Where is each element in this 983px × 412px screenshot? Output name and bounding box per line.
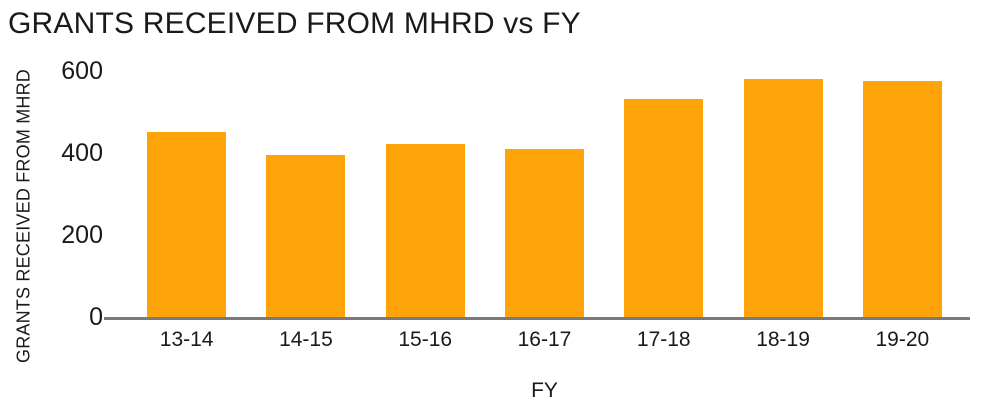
- bar-13-14: [147, 132, 227, 317]
- bar-slot-15-16: [366, 69, 485, 317]
- y-tick-label-200: 200: [61, 220, 103, 249]
- bar-slot-19-20: [843, 69, 962, 317]
- x-axis-line: [104, 317, 970, 320]
- bar-16-17: [504, 148, 584, 317]
- plot-area: [127, 69, 962, 317]
- x-tick-label-15-16: 15-16: [398, 328, 453, 351]
- x-tick-label-13-14: 13-14: [159, 328, 214, 351]
- y-tick-label-400: 400: [61, 138, 103, 167]
- bar-slot-13-14: [127, 69, 246, 317]
- x-tick-labels: 13-14 14-15 15-16 16-17 17-18 18-19 19-20: [127, 329, 962, 350]
- x-tick-label-14-15: 14-15: [279, 328, 333, 351]
- y-tick-label-600: 600: [61, 56, 103, 85]
- bar-slot-14-15: [246, 69, 365, 317]
- x-tick-label-19-20: 19-20: [875, 328, 930, 351]
- bar-15-16: [385, 144, 465, 317]
- bar-slot-17-18: [604, 69, 723, 317]
- bar-slot-16-17: [485, 69, 604, 317]
- x-tick-label-18-19: 18-19: [756, 328, 810, 351]
- bar-17-18: [624, 99, 704, 317]
- bar-18-19: [743, 78, 823, 317]
- y-tick-label-0: 0: [89, 303, 103, 331]
- x-axis-title: FY: [531, 379, 558, 402]
- bar-14-15: [266, 154, 346, 317]
- bar-19-20: [862, 80, 942, 317]
- chart-title: GRANTS RECEIVED FROM MHRD vs FY: [8, 7, 581, 40]
- x-tick-label-17-18: 17-18: [636, 328, 691, 351]
- bar-slot-18-19: [723, 69, 842, 317]
- x-tick-label-16-17: 16-17: [517, 328, 572, 351]
